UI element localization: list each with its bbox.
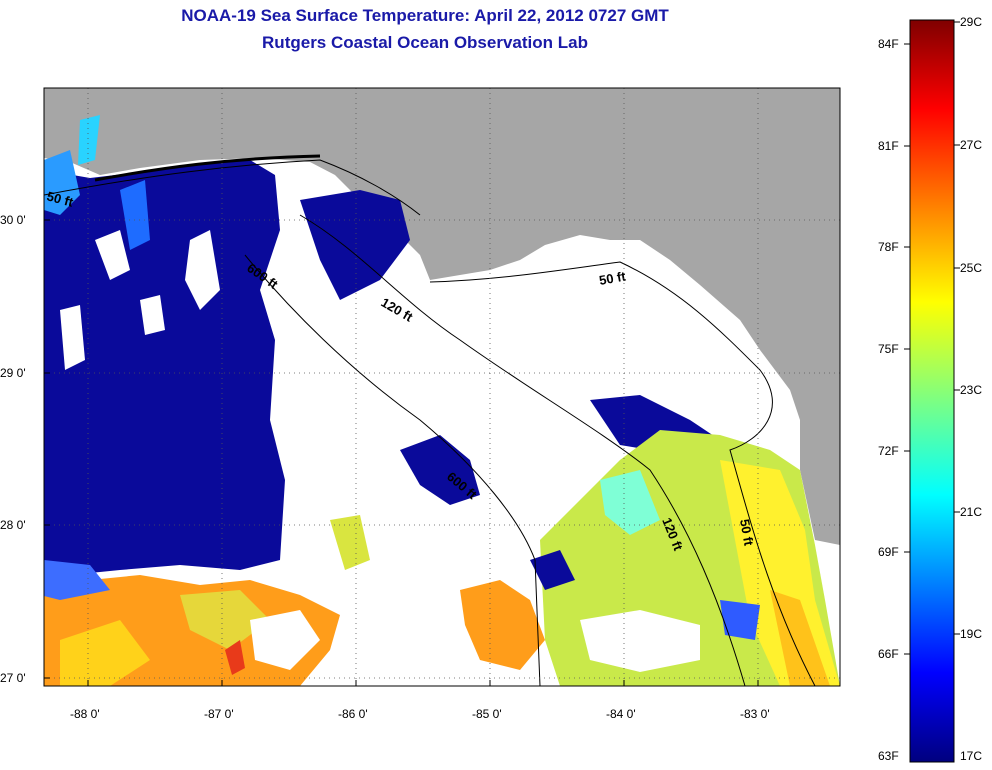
colorbar-f-label: 66F bbox=[878, 647, 899, 661]
colorbar-c-label: 19C bbox=[960, 627, 982, 641]
lat-tick-label: 30 0' bbox=[0, 213, 26, 227]
lat-tick-label: 28 0' bbox=[0, 518, 26, 532]
lon-tick-label: -85 0' bbox=[472, 707, 502, 721]
colorbar bbox=[909, 19, 955, 763]
colorbar-c-label: 29C bbox=[960, 15, 982, 29]
contour-label: 50 ft bbox=[45, 188, 75, 210]
colorbar-c-label: 25C bbox=[960, 261, 982, 275]
lon-tick-label: -88 0' bbox=[70, 707, 100, 721]
map-title: NOAA-19 Sea Surface Temperature: April 2… bbox=[181, 6, 669, 25]
colorbar-c-label: 27C bbox=[960, 138, 982, 152]
lon-tick-label: -83 0' bbox=[740, 707, 770, 721]
cold-water-patch bbox=[300, 190, 410, 300]
lat-tick-label: 29 0' bbox=[0, 366, 26, 380]
colorbar-f-label: 78F bbox=[878, 240, 899, 254]
colorbar-f-label: 84F bbox=[878, 37, 899, 51]
cold-water-patch bbox=[400, 435, 480, 505]
lon-tick-label: -84 0' bbox=[606, 707, 636, 721]
land-mass bbox=[44, 88, 840, 545]
colorbar-f-label: 75F bbox=[878, 342, 899, 356]
colorbar-f-label: 63F bbox=[878, 749, 899, 763]
lon-tick-label: -86 0' bbox=[338, 707, 368, 721]
colorbar-c-label: 17C bbox=[960, 749, 982, 763]
colorbar-f-label: 69F bbox=[878, 545, 899, 559]
colorbar-f-label: 81F bbox=[878, 139, 899, 153]
lat-tick-label: 27 0' bbox=[0, 671, 26, 685]
lon-tick-label: -87 0' bbox=[204, 707, 234, 721]
cold-water-west bbox=[44, 160, 285, 580]
colorbar-c-label: 23C bbox=[960, 383, 982, 397]
map-subtitle: Rutgers Coastal Ocean Observation Lab bbox=[262, 33, 588, 52]
colorbar-c-label: 21C bbox=[960, 505, 982, 519]
contour-label: 50 ft bbox=[598, 268, 628, 288]
map-frame bbox=[43, 87, 841, 687]
contour-label: 50 ft bbox=[737, 518, 757, 548]
colorbar-f-label: 72F bbox=[878, 444, 899, 458]
